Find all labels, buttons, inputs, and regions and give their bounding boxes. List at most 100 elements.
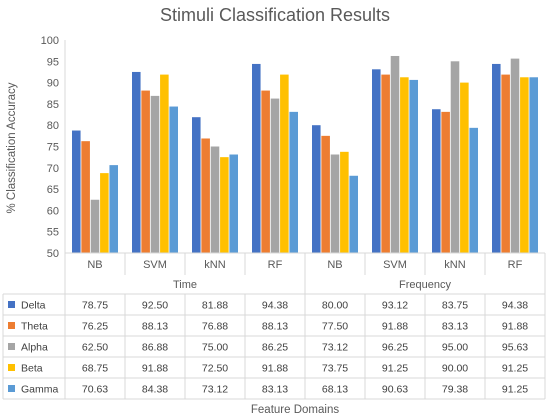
table-cell: 86.25	[262, 342, 288, 354]
group-label: Frequency	[399, 279, 451, 291]
y-tick-label: 50	[47, 248, 59, 260]
legend-key-theta	[8, 322, 15, 329]
series-label: Beta	[21, 363, 43, 375]
y-tick-label: 70	[47, 163, 59, 175]
bar-theta	[81, 141, 90, 253]
bar-alpha	[330, 154, 340, 253]
table-cell: 88.13	[142, 321, 168, 333]
table-cell: 83.75	[442, 300, 468, 312]
bar-theta	[381, 74, 390, 253]
bar-beta	[460, 82, 469, 253]
table-cell: 81.88	[202, 300, 228, 312]
bar-gamma	[349, 175, 358, 253]
bar-beta	[160, 74, 169, 253]
bar-theta	[321, 135, 330, 253]
table-cell: 94.38	[262, 300, 288, 312]
category-label: kNN	[444, 259, 465, 271]
table-cell: 95.00	[442, 342, 468, 354]
table-cell: 84.38	[142, 384, 168, 396]
y-tick-label: 90	[47, 78, 59, 90]
category-label: NB	[87, 259, 102, 271]
bar-alpha	[90, 199, 100, 253]
legend-key-delta	[8, 301, 15, 308]
table-cell: 76.88	[202, 321, 228, 333]
category-label: SVM	[383, 259, 407, 271]
category-label: RF	[268, 259, 283, 271]
table-cell: 94.38	[502, 300, 528, 312]
y-tick-label: 95	[47, 56, 59, 68]
table-cell: 91.88	[262, 363, 288, 375]
table-cell: 91.25	[502, 384, 528, 396]
bar-beta	[220, 157, 229, 253]
bar-gamma	[289, 111, 298, 253]
y-tick-label: 100	[41, 35, 59, 47]
bar-beta	[520, 77, 529, 254]
table-cell: 83.13	[442, 321, 468, 333]
bar-alpha	[270, 98, 280, 253]
table-cell: 73.12	[202, 384, 228, 396]
bar-alpha	[390, 55, 400, 253]
table-cell: 95.63	[502, 342, 528, 354]
table-cell: 91.25	[502, 363, 528, 375]
bar-theta	[141, 90, 150, 254]
y-axis-title: % Classification Accuracy	[6, 82, 18, 213]
legend-key-beta	[8, 364, 15, 371]
bar-theta	[501, 74, 510, 253]
bar-delta	[372, 69, 381, 253]
table-cell: 79.38	[442, 384, 468, 396]
bar-delta	[252, 63, 261, 254]
table-cell: 92.50	[142, 300, 168, 312]
bar-gamma	[409, 79, 418, 253]
y-tick-label: 80	[47, 120, 59, 132]
table-cell: 72.50	[202, 363, 228, 375]
table-cell: 70.63	[82, 384, 108, 396]
bar-gamma	[169, 106, 178, 253]
x-axis-title: Feature Domains	[251, 404, 339, 416]
bar-beta	[280, 74, 289, 253]
bar-theta	[261, 90, 270, 254]
bar-alpha	[510, 58, 520, 254]
table-cell: 96.25	[382, 342, 408, 354]
chart-title: Stimuli Classification Results	[160, 5, 390, 25]
series-label: Theta	[21, 321, 48, 333]
category-label: SVM	[143, 259, 167, 271]
group-label: Time	[173, 279, 197, 291]
bar-beta	[340, 151, 349, 253]
table-cell: 83.13	[262, 384, 288, 396]
bars	[72, 55, 538, 254]
bar-gamma	[109, 165, 118, 253]
bar-gamma	[529, 77, 538, 254]
bar-delta	[132, 71, 141, 253]
y-tick-label: 75	[47, 142, 59, 154]
y-tick-label: 60	[47, 205, 59, 217]
table-cell: 78.75	[82, 300, 108, 312]
table-cell: 91.88	[502, 321, 528, 333]
category-label: NB	[327, 259, 342, 271]
table-cell: 76.25	[82, 321, 108, 333]
table-cell: 93.12	[382, 300, 408, 312]
legend-key-alpha	[8, 343, 15, 350]
bar-alpha	[450, 61, 460, 253]
bar-gamma	[229, 154, 238, 253]
y-tick-label: 55	[47, 227, 59, 239]
bar-beta	[400, 77, 409, 254]
bar-theta	[201, 138, 210, 253]
table-cell: 68.75	[82, 363, 108, 375]
table-cell: 91.88	[142, 363, 168, 375]
data-table: NB SVM kNN RF NB SVM kNN RF Time Frequency Delta 78…	[2, 252, 546, 400]
table-cell: 91.25	[382, 363, 408, 375]
bar-delta	[72, 130, 81, 253]
table-cell: 80.00	[322, 300, 348, 312]
table-cell: 88.13	[262, 321, 288, 333]
table-cell: 90.63	[382, 384, 408, 396]
category-label: kNN	[204, 259, 225, 271]
bar-theta	[441, 111, 450, 253]
bar-gamma	[469, 127, 478, 253]
table-cell: 68.13	[322, 384, 348, 396]
series-label: Delta	[21, 300, 46, 312]
table-cell: 73.12	[322, 342, 348, 354]
legend-key-gamma	[8, 385, 15, 392]
y-tick-label: 65	[47, 184, 59, 196]
table-cell: 62.50	[82, 342, 108, 354]
